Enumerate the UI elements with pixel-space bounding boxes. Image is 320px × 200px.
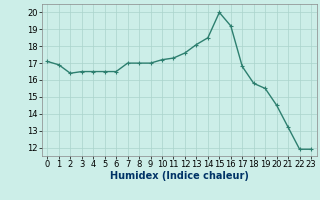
X-axis label: Humidex (Indice chaleur): Humidex (Indice chaleur) [110,171,249,181]
